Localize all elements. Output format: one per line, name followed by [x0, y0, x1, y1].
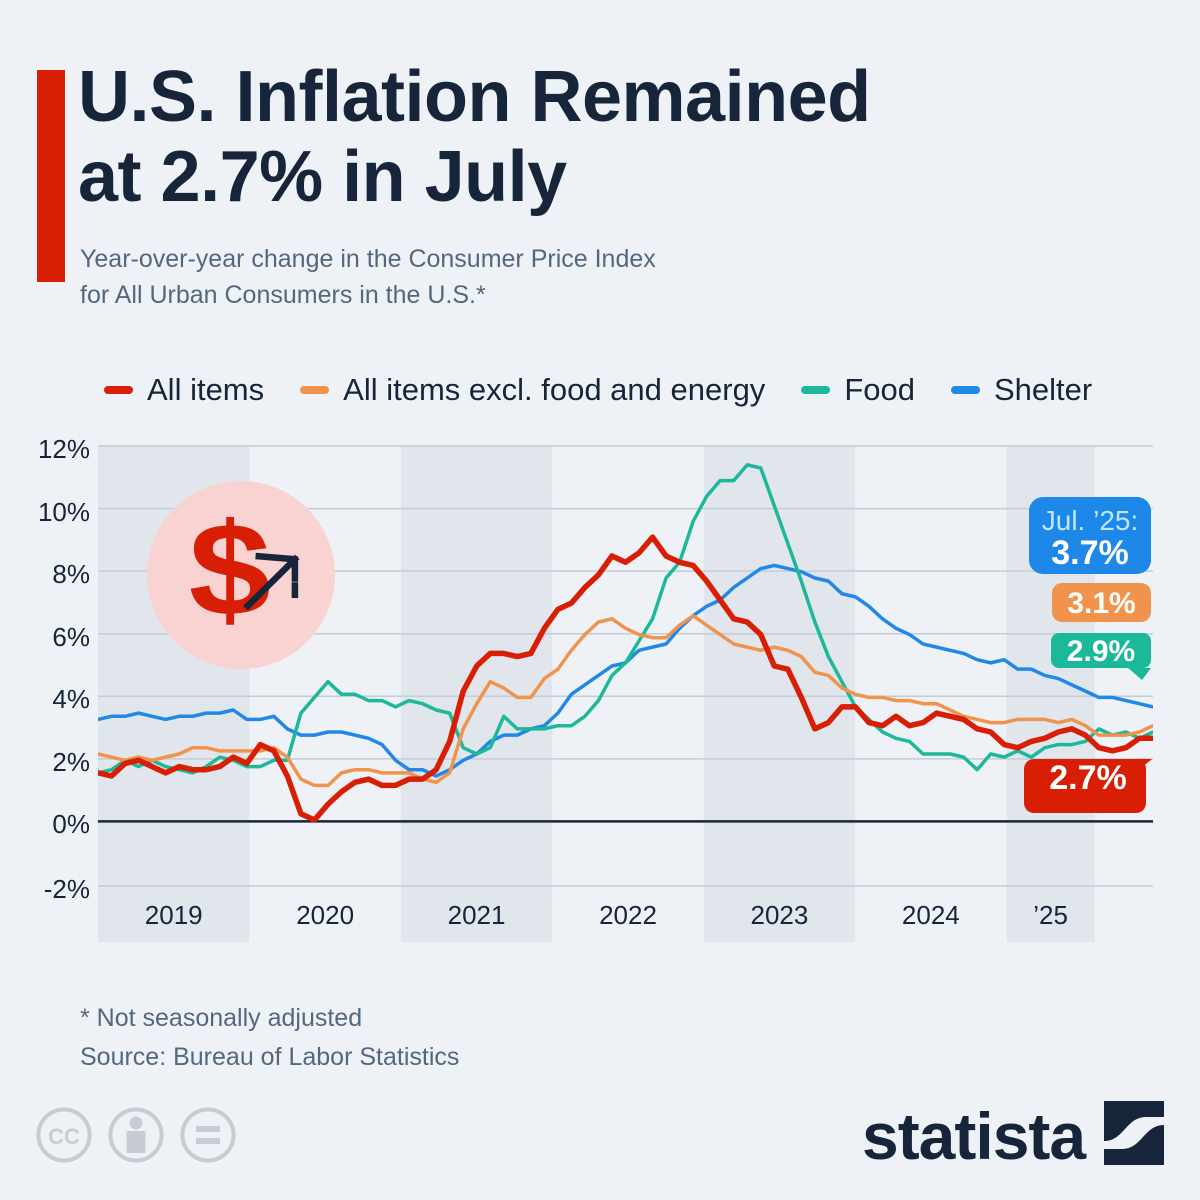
- svg-text:CC: CC: [48, 1124, 80, 1149]
- svg-text:$: $: [189, 495, 271, 643]
